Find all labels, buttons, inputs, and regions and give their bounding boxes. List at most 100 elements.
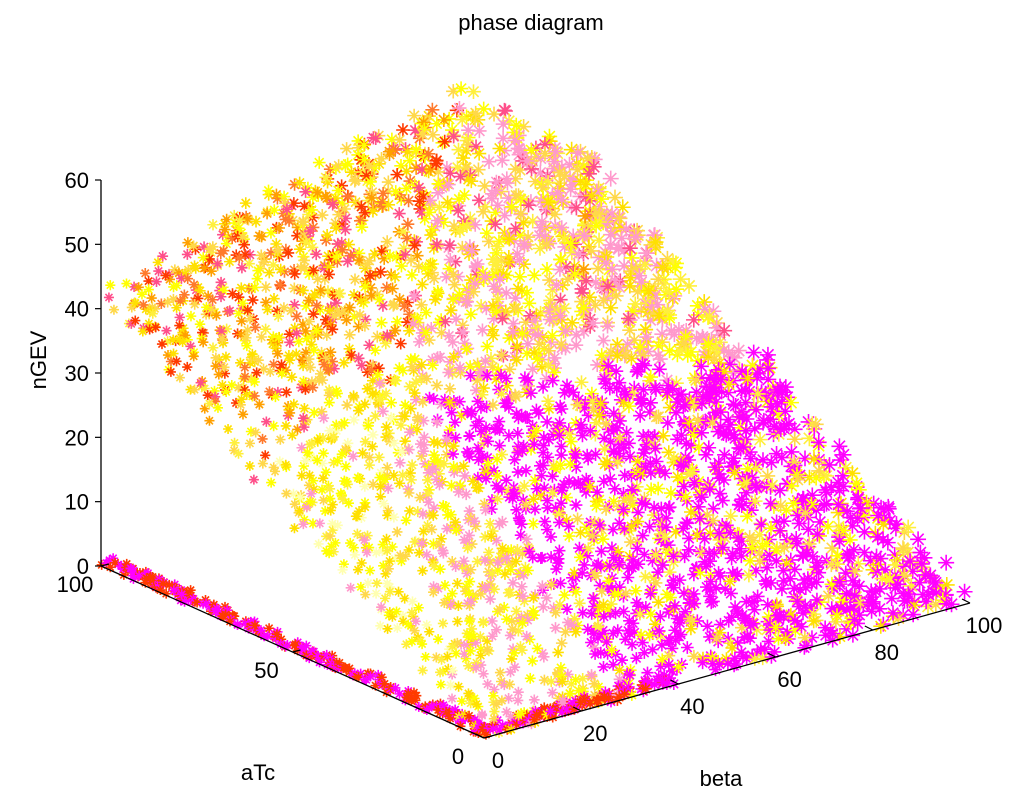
data-point-marker [491, 175, 507, 191]
data-point-marker [799, 545, 815, 560]
data-point-marker [627, 380, 642, 396]
x-tick-mark [767, 652, 776, 658]
data-point-marker [168, 348, 179, 359]
data-point-marker [391, 606, 402, 617]
data-point-marker [593, 518, 607, 532]
data-point-marker [337, 494, 349, 505]
data-point-marker [521, 197, 536, 213]
data-point-marker [646, 227, 663, 244]
data-point-marker [644, 299, 660, 315]
data-point-marker [488, 684, 500, 695]
data-point-marker [920, 586, 937, 603]
data-point-marker [463, 505, 476, 517]
data-point-marker [325, 253, 338, 266]
data-point-marker [326, 313, 339, 325]
data-point-marker [651, 565, 665, 579]
data-point-marker [638, 322, 654, 338]
data-point-marker [683, 465, 698, 480]
data-point-marker [445, 521, 457, 534]
data-point-marker [534, 489, 548, 502]
data-point-marker [332, 520, 343, 531]
data-point-marker [471, 471, 484, 484]
data-point-marker [524, 672, 536, 684]
data-point-marker [464, 307, 478, 321]
data-point-marker [130, 315, 141, 326]
data-point-marker [800, 521, 816, 537]
data-point-marker [384, 268, 398, 281]
data-point-marker [489, 174, 504, 190]
data-point-marker [484, 191, 499, 206]
data-point-marker [623, 493, 638, 507]
data-point-marker [140, 304, 151, 315]
data-point-marker [689, 297, 706, 314]
data-point-marker [309, 288, 321, 300]
data-point-marker [532, 228, 547, 243]
data-point-marker [618, 221, 634, 237]
data-point-marker [217, 337, 229, 349]
data-point-marker [326, 198, 339, 211]
data-point-marker [590, 261, 606, 276]
data-point-marker [553, 598, 566, 611]
data-point-marker [508, 117, 524, 133]
data-point-marker [875, 531, 891, 548]
data-point-marker [731, 440, 747, 456]
data-point-marker [325, 530, 336, 542]
data-point-marker [397, 469, 409, 481]
data-point-marker [473, 445, 486, 458]
data-point-marker [562, 520, 575, 533]
data-point-marker [177, 593, 188, 604]
data-point-marker [288, 282, 301, 295]
data-point-marker [697, 531, 712, 546]
data-point-marker [417, 445, 430, 457]
data-point-marker [336, 243, 349, 256]
data-point-marker [803, 600, 819, 616]
data-point-marker [481, 644, 493, 656]
data-point-marker [546, 161, 562, 177]
data-point-marker [431, 165, 446, 179]
data-point-marker [359, 280, 372, 293]
data-point-marker [603, 434, 618, 449]
data-point-marker [271, 633, 282, 644]
data-point-marker [594, 401, 609, 416]
data-point-marker [410, 376, 423, 389]
data-point-marker [517, 568, 530, 581]
data-point-marker [478, 668, 489, 680]
data-point-marker [223, 256, 236, 268]
data-point-marker [447, 665, 458, 676]
data-point-marker [428, 586, 439, 598]
data-point-marker [487, 464, 501, 477]
data-point-marker [141, 573, 152, 584]
data-point-marker [553, 416, 567, 430]
data-point-marker [700, 619, 715, 633]
data-point-marker [524, 161, 539, 177]
data-point-marker [556, 676, 568, 688]
data-point-marker [381, 184, 395, 198]
data-point-marker [426, 523, 438, 535]
data-point-marker [281, 488, 292, 499]
data-point-marker [813, 594, 828, 610]
data-point-marker [103, 292, 114, 303]
data-point-marker [239, 362, 251, 373]
data-point-marker [595, 585, 608, 598]
data-point-marker [274, 456, 285, 467]
data-point-marker [459, 648, 470, 660]
data-point-marker [631, 267, 648, 284]
data-point-marker [526, 718, 537, 730]
data-point-marker [791, 599, 807, 614]
data-point-marker [616, 395, 631, 410]
data-point-marker [846, 542, 862, 558]
data-point-marker [275, 638, 286, 649]
data-point-marker [611, 408, 626, 423]
data-point-marker [527, 346, 541, 360]
data-point-marker [677, 549, 692, 564]
data-point-marker [372, 397, 385, 409]
data-point-marker [711, 566, 726, 580]
data-point-marker [232, 222, 245, 235]
data-point-marker [219, 362, 230, 373]
data-point-marker [539, 237, 554, 252]
data-point-marker [331, 184, 345, 197]
data-point-marker [635, 465, 650, 480]
data-point-marker [342, 190, 355, 203]
data-point-marker [394, 337, 407, 350]
